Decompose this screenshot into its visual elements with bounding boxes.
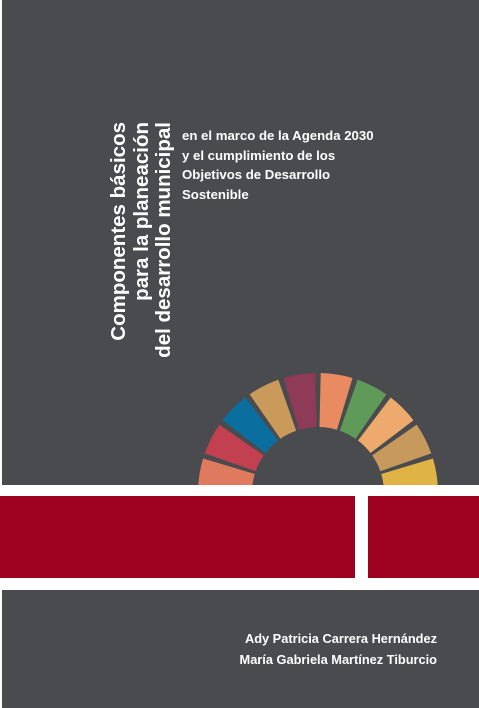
subtitle-line-3: Objetivos de Desarrollo bbox=[182, 167, 331, 182]
red-band-left bbox=[0, 496, 355, 578]
title-block: Componentes básicos para la planeación d… bbox=[107, 122, 178, 374]
cover-edge bbox=[0, 0, 2, 708]
arc-segment-10 bbox=[381, 458, 438, 490]
subtitle: en el marco de la Agenda 2030 y el cumpl… bbox=[182, 126, 442, 204]
author-1: Ady Patricia Carrera Hernández bbox=[244, 631, 437, 646]
arc-segment-2 bbox=[204, 424, 264, 472]
subtitle-line-1: en el marco de la Agenda 2030 bbox=[182, 128, 374, 143]
arc-segment-7 bbox=[339, 379, 387, 439]
subtitle-line-2: y el cumplimiento de los bbox=[182, 147, 336, 163]
title-line-1: Componentes básicos bbox=[107, 122, 130, 341]
author-2: María Gabriela Martínez Tiburcio bbox=[239, 652, 437, 667]
red-band-right bbox=[368, 496, 479, 578]
title-rotated: Componentes básicos para la planeación d… bbox=[107, 122, 178, 374]
authors: Ady Patricia Carrera Hernández María Gab… bbox=[240, 628, 437, 670]
arc-segment-3 bbox=[222, 397, 278, 453]
arc-segment-9 bbox=[372, 424, 432, 472]
arc-segment-8 bbox=[358, 397, 414, 453]
arc-segment-6 bbox=[319, 373, 353, 430]
sdg-arc-graphic bbox=[198, 373, 438, 490]
arc-segment-1 bbox=[198, 458, 255, 490]
subtitle-line-4: Sostenible bbox=[182, 186, 249, 202]
title-line-3: del desarrollo municipal bbox=[152, 122, 175, 358]
title-line-2: para la planeación bbox=[129, 122, 153, 301]
arc-segment-5 bbox=[283, 373, 317, 430]
arc-segment-4 bbox=[249, 379, 297, 439]
